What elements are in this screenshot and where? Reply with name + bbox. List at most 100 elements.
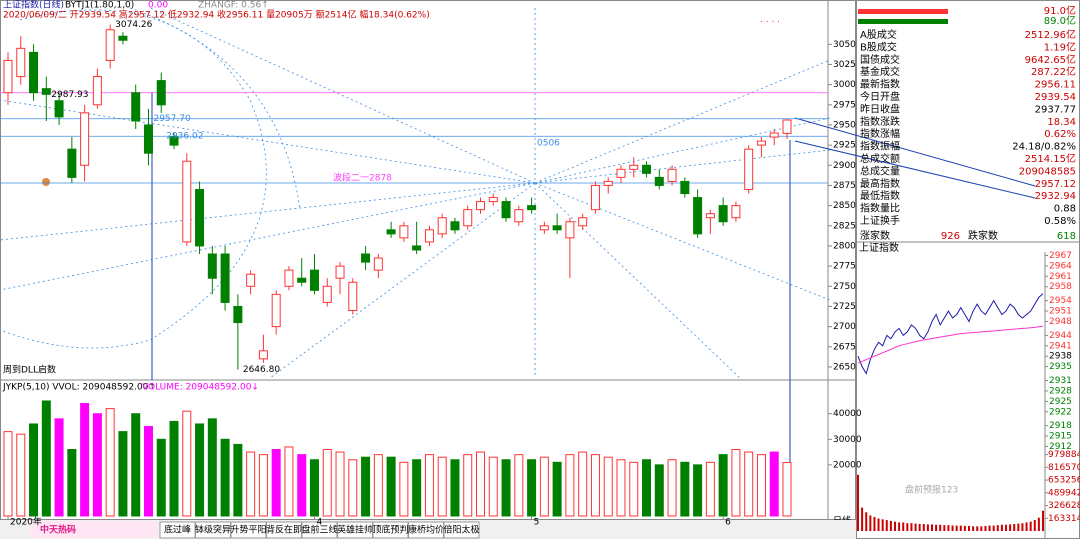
zhangf: ZHANGF: 0.56↑ [198, 1, 269, 11]
breadth-label: 涨家数 [860, 229, 890, 242]
intraday-volume [906, 523, 909, 531]
candle-body [552, 225, 562, 231]
note: 周到DLL启数 [3, 364, 56, 376]
tab-label[interactable]: 康桥均价 [408, 524, 444, 536]
breadth-value: 926 [941, 231, 960, 242]
tab-label[interactable]: 升势平阳 [230, 524, 266, 536]
intraday-volume [931, 524, 933, 531]
volume-bar [514, 454, 524, 517]
row-label: 指数涨幅 [860, 127, 900, 140]
intraday-volume [1017, 523, 1020, 531]
annotation: 2936.02 [166, 132, 203, 142]
volume-bar [565, 454, 575, 517]
volume-bar [3, 431, 13, 517]
y-tick-label: 2948 [1049, 317, 1072, 327]
fan-line [534, 182, 741, 379]
candle-body [744, 148, 754, 190]
candle-body [246, 273, 256, 287]
intraday-volume [1042, 510, 1044, 531]
intraday-volume [910, 523, 913, 531]
candle-body [731, 205, 741, 219]
volume-bar [488, 456, 498, 517]
row-value: 2932.94 [1035, 191, 1076, 202]
dots: · · · · [760, 18, 780, 28]
volume-bar [769, 451, 779, 517]
arc [129, 7, 301, 211]
intraday-volume [968, 525, 970, 531]
sell-bar [858, 19, 948, 24]
candle-body [514, 209, 524, 223]
row-value: 1.19亿 [1044, 40, 1076, 53]
note: 波段二一2878 [333, 172, 392, 184]
annotation: 2646.80 [243, 365, 280, 375]
candle-body [92, 76, 102, 106]
chart-info: 2020/06/09/二 开2939.54 高2957.12 低2932.94 … [3, 9, 430, 21]
candle-body [782, 119, 792, 134]
intraday-volume [914, 523, 917, 531]
volume-bar [207, 418, 217, 517]
indicator: BYTJ1(1.80,1,0) [65, 1, 134, 11]
volume-bar [590, 454, 600, 517]
annotation: 2987.93 [51, 90, 88, 100]
tab-label[interactable]: 盘前三线 [301, 524, 337, 536]
volume-bar [756, 454, 766, 517]
x-tick-label: 5 [534, 518, 540, 528]
volume-bar [29, 423, 39, 517]
intraday-volume [869, 515, 872, 531]
bar-label: 89.0亿 [1044, 14, 1076, 27]
volume-bar [629, 461, 639, 517]
row-label: 最高指数 [860, 177, 900, 190]
y-tick-label: 2944 [1049, 331, 1072, 341]
row-label: 总成交额 [860, 152, 900, 165]
y-tick-label: 2825 [833, 221, 856, 231]
volume-bar [705, 461, 715, 517]
tab-label[interactable]: 顶底预判 [372, 524, 408, 536]
volume-bar [718, 454, 728, 517]
row-value: 287.22亿 [1031, 65, 1076, 78]
volume-bar [92, 413, 102, 517]
volume-bar [348, 459, 358, 517]
volume-bar [386, 456, 396, 517]
y-tick-label: 2918 [1049, 421, 1072, 431]
candle-body [29, 51, 39, 94]
tab-label[interactable]: 英雄挂帅 [337, 524, 373, 536]
y-tick-label: 2912 [1049, 442, 1072, 452]
volume-bar [118, 431, 128, 517]
y-tick-label: 2964 [1049, 261, 1072, 271]
pointer-arrow [794, 117, 1036, 187]
intraday-volume [1033, 520, 1036, 531]
chart-frame [0, 0, 856, 520]
annotation: 3074.26 [115, 20, 152, 30]
candle-body [476, 201, 486, 211]
fan-line [0, 182, 536, 291]
intraday-volume [992, 525, 995, 531]
intraday-volume [922, 523, 925, 531]
volume-bar [642, 459, 652, 517]
intraday-volume [984, 525, 987, 531]
candle-body [16, 47, 26, 78]
tab-label[interactable]: 底过峰 [164, 524, 191, 536]
y-tick-label: 2750 [833, 282, 856, 292]
intraday-volume [926, 524, 929, 531]
y-tick-label: 2800 [833, 241, 856, 251]
row-value: 0.88 [1054, 204, 1076, 215]
candle-body [105, 29, 115, 61]
intraday-line [857, 293, 1044, 375]
y-tick-label: 2938 [1049, 352, 1072, 362]
volume-bar [16, 433, 26, 517]
candle-body [54, 100, 64, 118]
intraday-volume [1013, 523, 1016, 531]
note: 0506 [537, 139, 560, 149]
intraday-volume [1025, 522, 1028, 531]
indicator-value: 0.00 [148, 1, 168, 11]
volume-bar [233, 443, 243, 517]
tab [443, 521, 480, 539]
logo[interactable]: 中天热码 [40, 524, 76, 536]
tab-label[interactable]: 背反在即 [266, 524, 302, 536]
y-tick-label: 2675 [833, 342, 856, 352]
tab-label[interactable]: 倍阳太极 [443, 524, 479, 536]
row-value: 18.34 [1047, 117, 1076, 128]
tab-label[interactable]: 钵级突异 [195, 524, 231, 536]
